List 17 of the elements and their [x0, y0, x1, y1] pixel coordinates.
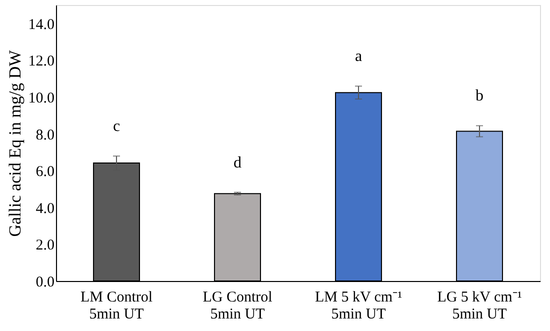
y-tick-label: 12.0 [28, 54, 54, 70]
y-tick-label: 2.0 [36, 238, 54, 254]
annotation: d [234, 154, 242, 172]
y-tick-label: 0.0 [36, 274, 54, 290]
y-tick-label: 8.0 [36, 127, 54, 144]
y-tick-label: 10.0 [28, 90, 54, 106]
y-tick-label: 6.0 [36, 164, 54, 180]
y-tick-label: 4.0 [36, 200, 54, 217]
annotation: a [354, 48, 362, 66]
x-tick-label: LM Control 5min UT [80, 290, 153, 322]
y-axis-title: Gallic acid Eq in mg/g DW [5, 49, 24, 237]
x-tick-label: LM 5 kV cm⁻¹ 5min UT [314, 290, 402, 322]
y-tick-label: 14.0 [28, 16, 54, 33]
x-tick-label: LG 5 kV cm⁻¹ 5min UT [437, 290, 522, 322]
x-tick-label: LG Control 5min UT [202, 290, 272, 322]
annotation: b [476, 88, 484, 105]
annotation: c [112, 118, 120, 136]
